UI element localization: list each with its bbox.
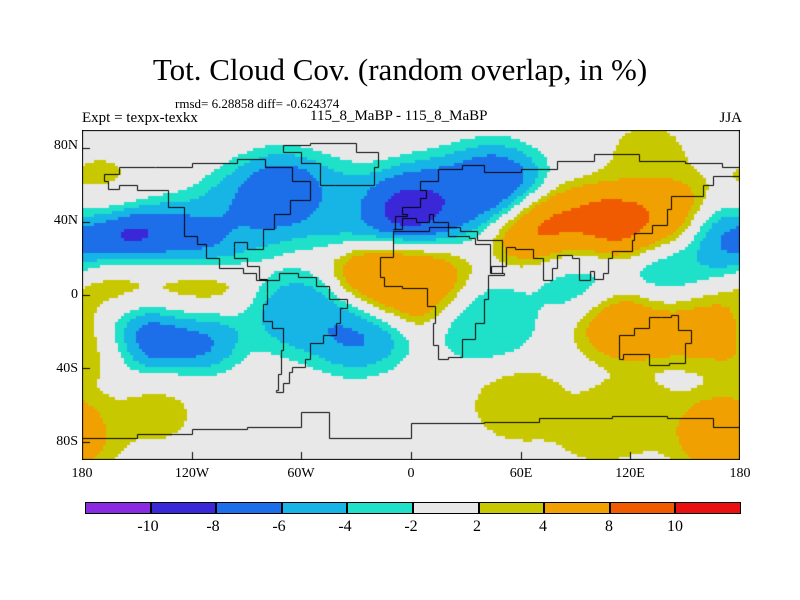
colorbar-label: 10	[667, 518, 683, 535]
colorbar-swatch	[216, 502, 282, 514]
chart-title: Tot. Cloud Cov. (random overlap, in %)	[152, 52, 648, 87]
y-tick-label: 0	[71, 287, 78, 302]
colorbar-swatch	[413, 502, 479, 514]
y-tick-label: 40S	[56, 361, 78, 376]
colorbar-label: -4	[338, 518, 352, 535]
y-tick-label: 40N	[53, 213, 78, 228]
colorbar-label: 2	[473, 518, 481, 535]
colorbar-label: -2	[404, 518, 418, 535]
colorbar-label: -8	[206, 518, 220, 535]
period-label: 115_8_MaBP - 115_8_MaBP	[310, 108, 488, 124]
x-tick-label: 180	[71, 466, 93, 481]
colorbar-swatch	[85, 502, 151, 514]
x-tick-label: 180	[729, 466, 751, 481]
experiment-label: Expt = texpx-texkx	[82, 110, 198, 126]
colorbar-swatch	[281, 502, 348, 514]
colorbar-swatch	[675, 502, 741, 514]
x-tick-label: 0	[407, 466, 415, 481]
colorbar-swatch	[609, 502, 676, 514]
cloud-cover-map	[82, 130, 740, 460]
x-tick-label: 60W	[287, 466, 315, 481]
x-tick-label: 60E	[509, 466, 533, 481]
stats-label: rmsd= 6.28858 diff= -0.624374	[175, 96, 340, 111]
x-tick-label: 120E	[615, 466, 645, 481]
colorbar-label: 4	[539, 518, 547, 535]
colorbar-swatch	[347, 502, 413, 514]
colorbar-label: 8	[605, 518, 613, 535]
colorbar-swatch	[544, 502, 610, 514]
x-tick-label: 120W	[174, 466, 210, 481]
y-tick-label: 80S	[56, 434, 78, 449]
season-label: JJA	[719, 110, 742, 126]
colorbar-swatch	[150, 502, 217, 514]
y-tick-label: 80N	[53, 138, 78, 153]
colorbar-label: -10	[137, 518, 159, 535]
colorbar-swatch	[478, 502, 545, 514]
colorbar-label: -6	[272, 518, 286, 535]
